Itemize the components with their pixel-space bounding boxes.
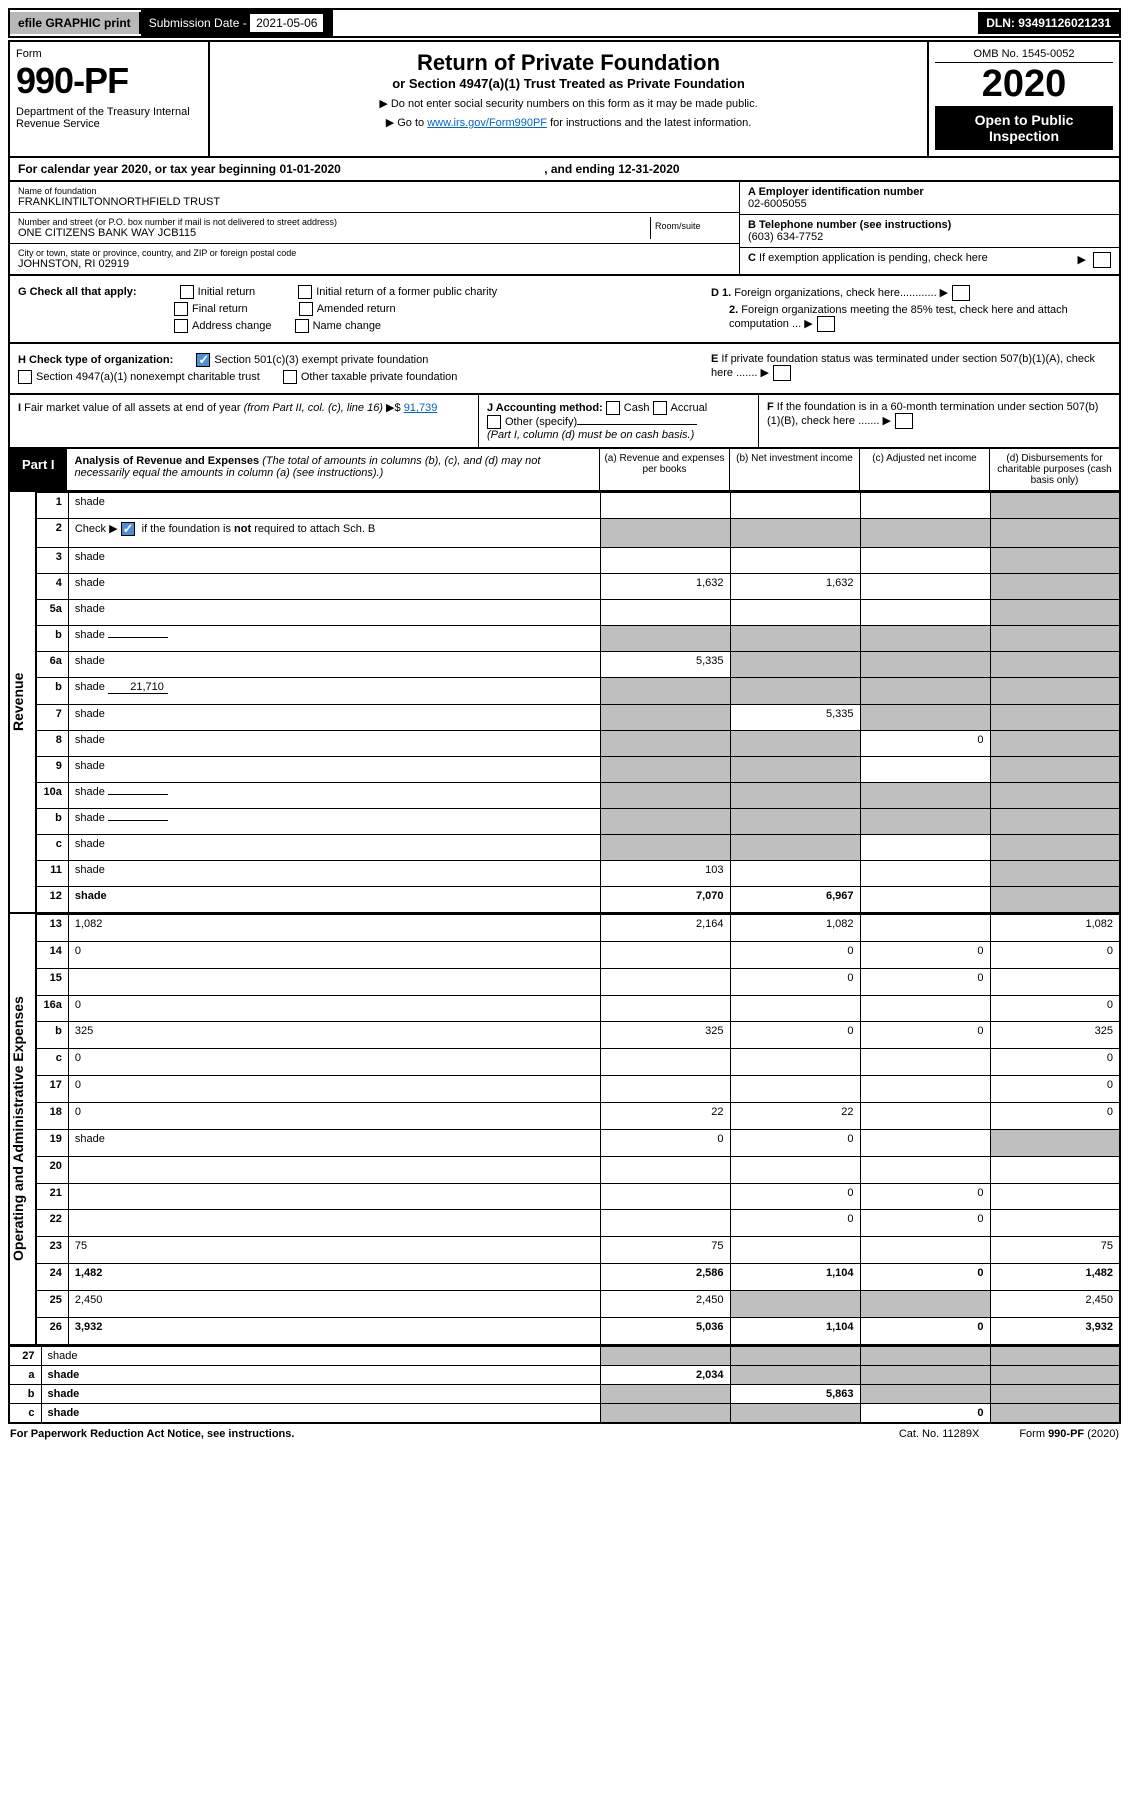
form-header: Form 990-PF Department of the Treasury I… <box>8 40 1121 158</box>
checkbox-c[interactable] <box>1093 252 1111 268</box>
efile-print-button[interactable]: efile GRAPHIC print <box>10 12 141 34</box>
part1-title: Analysis of Revenue and Expenses <box>75 455 260 467</box>
cb-e[interactable] <box>773 365 791 381</box>
col-d: (d) Disbursements for charitable purpose… <box>989 449 1119 490</box>
fmv-link[interactable]: 91,739 <box>404 402 438 414</box>
expenses-table: 131,0822,1641,0821,082140000150016a00b32… <box>35 914 1121 1346</box>
expenses-side-label: Operating and Administrative Expenses <box>10 914 26 1344</box>
name-label: Name of foundation <box>18 186 731 196</box>
top-bar: efile GRAPHIC print Submission Date - 20… <box>8 8 1121 38</box>
open-public: Open to Public Inspection <box>935 106 1113 150</box>
section-ijf: I Fair market value of all assets at end… <box>8 395 1121 449</box>
bottom-table: 27shadeashade2,034bshade5,863cshade0 <box>8 1346 1121 1424</box>
cb-amended[interactable] <box>299 302 313 316</box>
foundation-name: FRANKLINTILTONNORTHFIELD TRUST <box>18 196 731 208</box>
part1-label: Part I <box>10 449 67 490</box>
ein-label: A Employer identification number <box>748 186 924 198</box>
cb-other-taxable[interactable] <box>283 370 297 384</box>
phone: (603) 634-7752 <box>748 231 1111 243</box>
tax-year: 2020 <box>935 63 1113 106</box>
cb-d1[interactable] <box>952 285 970 301</box>
footer-cat: Cat. No. 11289X <box>899 1428 980 1440</box>
phone-label: B Telephone number (see instructions) <box>748 219 951 231</box>
cb-accrual[interactable] <box>653 401 667 415</box>
calendar-year-row: For calendar year 2020, or tax year begi… <box>8 158 1121 182</box>
cb-final-return[interactable] <box>174 302 188 316</box>
cb-4947[interactable] <box>18 370 32 384</box>
footer: For Paperwork Reduction Act Notice, see … <box>8 1424 1121 1444</box>
form-title: Return of Private Foundation <box>218 50 919 76</box>
cb-name-change[interactable] <box>295 319 309 333</box>
info-block: Name of foundation FRANKLINTILTONNORTHFI… <box>8 182 1121 276</box>
footer-left: For Paperwork Reduction Act Notice, see … <box>10 1428 294 1440</box>
j-note: (Part I, column (d) must be on cash basi… <box>487 429 694 441</box>
part1-header: Part I Analysis of Revenue and Expenses … <box>8 449 1121 492</box>
addr-label: Number and street (or P.O. box number if… <box>18 217 650 227</box>
form-label: Form <box>16 48 202 60</box>
col-a: (a) Revenue and expenses per books <box>599 449 729 490</box>
cb-cash[interactable] <box>606 401 620 415</box>
cb-501c3[interactable] <box>196 353 210 367</box>
room-label: Room/suite <box>651 217 731 239</box>
exemption-label: C If exemption application is pending, c… <box>748 252 988 264</box>
city: JOHNSTON, RI 02919 <box>18 258 731 270</box>
revenue-side-label: Revenue <box>10 492 26 912</box>
footer-form: Form 990-PF (2020) <box>1019 1428 1119 1440</box>
cb-f[interactable] <box>895 413 913 429</box>
dept: Department of the Treasury Internal Reve… <box>16 106 202 130</box>
section-g-d: G Check all that apply: Initial return I… <box>8 276 1121 344</box>
cb-initial-return[interactable] <box>180 285 194 299</box>
address: ONE CITIZENS BANK WAY JCB115 <box>18 227 650 239</box>
note-2: ▶ Go to www.irs.gov/Form990PF for instru… <box>218 116 919 129</box>
cb-other-method[interactable] <box>487 415 501 429</box>
irs-link[interactable]: www.irs.gov/Form990PF <box>427 117 547 129</box>
cb-address-change[interactable] <box>174 319 188 333</box>
revenue-table: 1shade2Check ▶ if the foundation is not … <box>35 492 1121 914</box>
col-b: (b) Net investment income <box>729 449 859 490</box>
section-h-e: H Check type of organization: Section 50… <box>8 344 1121 395</box>
col-c: (c) Adjusted net income <box>859 449 989 490</box>
ein: 02-6005055 <box>748 198 1111 210</box>
j-label: J Accounting method: <box>487 402 603 414</box>
h-label: H Check type of organization: <box>18 354 173 366</box>
submission-date: Submission Date - 2021-05-06 <box>141 10 334 36</box>
g-label: G Check all that apply: <box>18 286 137 298</box>
omb-number: OMB No. 1545-0052 <box>935 48 1113 63</box>
dln: DLN: 93491126021231 <box>978 12 1119 34</box>
form-number: 990-PF <box>16 60 202 102</box>
city-label: City or town, state or province, country… <box>18 248 731 258</box>
form-subtitle: or Section 4947(a)(1) Trust Treated as P… <box>218 76 919 91</box>
cb-former-charity[interactable] <box>298 285 312 299</box>
note-1: ▶ Do not enter social security numbers o… <box>218 97 919 110</box>
cb-d2[interactable] <box>817 316 835 332</box>
